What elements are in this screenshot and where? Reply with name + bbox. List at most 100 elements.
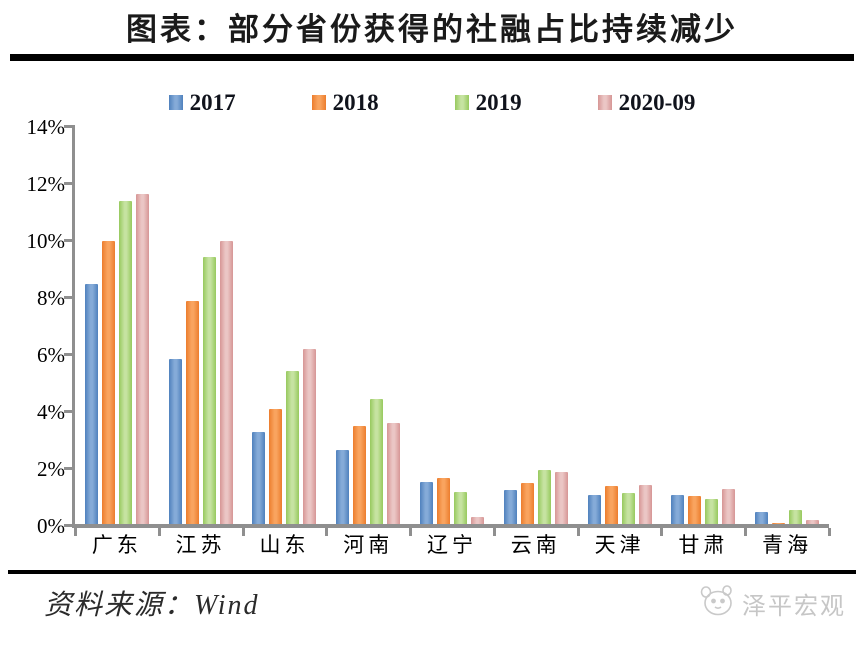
y-axis-label: 8% [37, 286, 65, 310]
bar-2019-青海 [789, 510, 803, 526]
y-axis-tick [64, 410, 72, 413]
bar-group-云南 [494, 127, 578, 526]
bar-2020-09-河南 [387, 423, 401, 526]
y-axis-label: 6% [37, 343, 65, 367]
legend-marker-icon [597, 94, 612, 110]
bar-2020-09-青海 [806, 520, 820, 526]
x-axis-tick [660, 528, 664, 536]
panda-face-icon [698, 584, 736, 623]
bar-2017-江苏 [168, 359, 182, 526]
y-axis-label: 4% [37, 400, 65, 424]
x-axis-label-天津: 天津 [594, 533, 645, 557]
bar-2019-河南 [370, 399, 384, 526]
chart: 0% 2% 4% 6% 8% 10% 12% 14% [27, 116, 831, 537]
y-axis-tick [64, 524, 72, 527]
bar-group-青海 [745, 127, 829, 526]
bar-group-河南 [326, 127, 410, 526]
x-axis-tick [492, 528, 496, 536]
bar-2020-09-山东 [303, 349, 317, 526]
title-divider [10, 54, 854, 61]
bar-2020-09-天津 [638, 484, 652, 526]
y-axis-tick [64, 125, 72, 128]
chart-title: 图表：部分省份获得的社融占比持续减少 [126, 12, 738, 47]
bar-2020-09-甘肃 [722, 488, 736, 526]
y-axis-tick [64, 353, 72, 356]
x-axis-label-山东: 山东 [259, 533, 310, 557]
legend-marker-icon [454, 94, 469, 110]
bar-2018-云南 [520, 483, 534, 526]
footer: 资料来源：Wind 泽平宏观 [0, 583, 864, 623]
bar-2018-甘肃 [688, 496, 702, 526]
x-axis-label-甘肃: 甘肃 [678, 533, 729, 557]
x-axis-tick [74, 528, 77, 536]
bar-group-辽宁 [410, 127, 494, 526]
bar-2017-辽宁 [420, 481, 434, 526]
bar-2019-辽宁 [454, 491, 468, 526]
y-axis-tick [64, 182, 72, 185]
legend-marker-icon [311, 94, 326, 110]
x-labels: 广东 江苏 山东 河南 辽宁 云南 天津 甘肃 青海 [75, 526, 829, 562]
bar-2019-云南 [537, 470, 551, 526]
bar-2018-江苏 [185, 300, 199, 526]
x-axis-label-河南: 河南 [343, 533, 394, 557]
bar-group-甘肃 [661, 127, 745, 526]
bar-2019-山东 [286, 370, 300, 526]
bar-group-天津 [578, 127, 662, 526]
bar-2017-青海 [755, 511, 769, 526]
brand-watermark: 泽平宏观 [698, 584, 846, 623]
x-axis-tick [157, 528, 161, 536]
bar-2018-辽宁 [437, 477, 451, 526]
bar-group-江苏 [159, 127, 243, 526]
y-axis-line [72, 125, 75, 528]
x-axis-label-广东: 广东 [91, 533, 142, 557]
bar-2017-广东 [84, 283, 98, 526]
bar-group-广东 [75, 127, 159, 526]
y-axis-label: 12% [26, 172, 66, 196]
bar-2018-天津 [604, 486, 618, 526]
brand-name: 泽平宏观 [742, 592, 846, 620]
bar-2019-甘肃 [705, 498, 719, 526]
legend-item-2017: 2017 [168, 89, 236, 115]
bar-2017-河南 [336, 450, 350, 526]
bar-2017-甘肃 [671, 494, 685, 526]
bar-2020-09-江苏 [219, 241, 233, 526]
bar-2019-天津 [621, 493, 635, 526]
x-axis-label-云南: 云南 [510, 533, 561, 557]
y-axis-tick [64, 239, 72, 242]
x-axis-tick [409, 528, 413, 536]
bar-2020-09-云南 [554, 471, 568, 526]
bar-2018-河南 [353, 426, 367, 526]
x-axis-label-辽宁: 辽宁 [427, 533, 478, 557]
y-axis-label: 0% [37, 514, 65, 538]
legend-label: 2017 [189, 89, 236, 115]
y-axis-label: 2% [37, 457, 65, 481]
legend-label: 2018 [332, 89, 379, 115]
plot-area [75, 127, 829, 526]
x-axis-tick [744, 528, 748, 536]
x-axis-line [72, 524, 829, 528]
bar-2018-广东 [101, 241, 115, 526]
legend: 2017 2018 2019 2020-09 [0, 87, 864, 117]
y-axis-tick [64, 296, 72, 299]
x-axis-tick [241, 528, 245, 536]
y-axis-label: 10% [26, 229, 66, 253]
bar-2017-天津 [587, 494, 601, 526]
y-axis-label: 14% [26, 115, 66, 139]
bar-2020-09-辽宁 [471, 517, 485, 526]
source-note: 资料来源：Wind [44, 590, 260, 621]
legend-item-2018: 2018 [311, 89, 379, 115]
bar-2019-江苏 [202, 256, 216, 526]
bar-2017-山东 [252, 431, 266, 526]
legend-item-2019: 2019 [454, 89, 522, 115]
bar-2018-山东 [269, 409, 283, 526]
y-axis-tick [64, 467, 72, 470]
x-axis-tick [325, 528, 329, 536]
bar-2019-广东 [118, 201, 132, 526]
x-axis-label-江苏: 江苏 [175, 533, 226, 557]
legend-marker-icon [168, 94, 183, 110]
x-axis-tick [576, 528, 580, 536]
x-axis-label-青海: 青海 [762, 533, 813, 557]
legend-item-2020-09: 2020-09 [597, 89, 696, 115]
legend-label: 2019 [475, 89, 522, 115]
legend-label: 2020-09 [618, 89, 696, 115]
